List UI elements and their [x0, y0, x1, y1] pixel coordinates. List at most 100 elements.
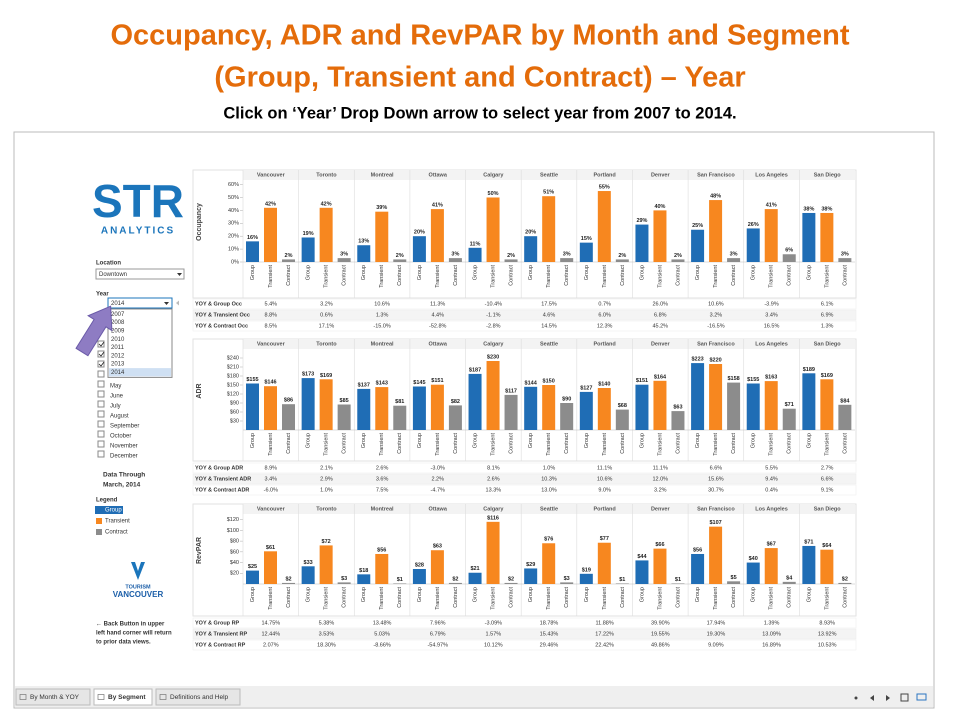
month-option: May — [110, 384, 121, 390]
checkbox[interactable] — [97, 380, 105, 388]
table-cell: 7.5% — [376, 487, 389, 493]
segment-label: Group — [584, 587, 590, 602]
city-header — [243, 170, 299, 180]
y-tick-label: 0% — [231, 259, 239, 265]
y-tick-label: $30 — [230, 418, 239, 424]
city-header — [354, 504, 410, 514]
nav-icons[interactable] — [854, 693, 927, 702]
segment-label: Contract — [675, 587, 681, 608]
value-label: 41% — [766, 203, 777, 209]
year-option[interactable]: 2013 — [111, 362, 125, 368]
value-label: $220 — [709, 357, 721, 363]
back-note: to prior data views. — [96, 640, 151, 646]
city-header — [799, 504, 855, 514]
segment-label: Transient — [379, 265, 385, 288]
tab[interactable] — [93, 688, 153, 706]
city-header — [632, 504, 689, 514]
table-cell: 14.75% — [261, 620, 280, 626]
year-option[interactable]: 2009 — [111, 328, 125, 334]
table-cell: -6.0% — [264, 487, 278, 493]
bar — [486, 521, 500, 584]
tab-label[interactable]: By Month & YOY — [30, 694, 80, 701]
table-cell: 5.4% — [265, 301, 278, 307]
segment-label: Contract — [397, 587, 403, 608]
data-through: Data Through — [103, 472, 145, 479]
year-option[interactable]: 2010 — [111, 337, 125, 343]
table-cell: 3.2% — [654, 487, 667, 493]
table-cell: -8.66% — [373, 642, 391, 648]
table-cell: 13.0% — [541, 487, 557, 493]
icon[interactable] — [916, 693, 927, 701]
table-cell: 5.38% — [319, 620, 335, 626]
year-dropdown[interactable] — [107, 297, 173, 309]
bar — [820, 549, 834, 584]
year-label: Year — [96, 292, 109, 298]
tab[interactable] — [15, 688, 91, 706]
segment-label: Transient — [769, 587, 775, 610]
checkbox[interactable] — [97, 450, 105, 458]
city-label: Los Angeles — [755, 341, 788, 347]
bar — [653, 210, 667, 262]
checkbox[interactable] — [97, 370, 105, 378]
segment-label: Group — [250, 433, 256, 448]
table-cell: 8.9% — [265, 465, 278, 471]
y-tick-label: $210 — [227, 364, 239, 370]
table-cell: 16.89% — [762, 642, 781, 648]
city-label: Toronto — [316, 341, 337, 347]
value-label: $71 — [785, 402, 794, 408]
checkbox[interactable] — [97, 420, 105, 428]
value-label: $169 — [821, 373, 833, 379]
checkbox[interactable] — [97, 430, 105, 438]
selected-option — [109, 368, 171, 377]
tab[interactable] — [155, 688, 241, 706]
bar — [375, 553, 389, 584]
bar — [597, 388, 611, 430]
table-cell: 10.3% — [541, 476, 557, 482]
city-label: Calgary — [483, 506, 504, 512]
segment-label: Group — [250, 265, 256, 280]
value-label: 40% — [654, 204, 665, 210]
segment-label: Transient — [490, 265, 496, 288]
year-option[interactable]: 2008 — [111, 320, 125, 326]
partner-name: TOURISM — [125, 584, 151, 590]
checkbox[interactable] — [97, 340, 105, 348]
segment-label: Transient — [713, 265, 719, 288]
value-label: 51% — [543, 190, 554, 196]
city-header — [465, 339, 522, 349]
tab-label[interactable]: By Segment — [108, 694, 146, 701]
tab-label[interactable]: Definitions and Help — [170, 694, 229, 701]
legend-swatch — [96, 529, 102, 535]
year-option[interactable]: 2012 — [111, 353, 125, 359]
checkbox[interactable] — [97, 390, 105, 398]
checkbox[interactable] — [97, 350, 105, 358]
segment-label: Transient — [824, 265, 830, 288]
bar — [597, 542, 611, 584]
location-dropdown[interactable] — [95, 268, 185, 280]
segment-label: Contract — [620, 587, 626, 608]
checkbox[interactable] — [97, 360, 105, 368]
month-option: August — [110, 414, 129, 420]
value-label: 29% — [636, 218, 647, 224]
value-label: $116 — [487, 515, 499, 521]
year-option[interactable]: 2014 — [111, 370, 125, 376]
legend-title: Legend — [96, 498, 118, 504]
table-cell: 13.92% — [818, 631, 837, 637]
row-label: YOY & Contract RP — [195, 642, 246, 648]
table-cell: 11.1% — [653, 465, 668, 471]
bar — [524, 386, 538, 430]
icon[interactable] — [870, 695, 874, 701]
checkbox[interactable] — [97, 440, 105, 448]
value-label: $1 — [675, 577, 681, 583]
checkbox[interactable] — [97, 400, 105, 408]
checkbox[interactable] — [97, 410, 105, 418]
bar — [579, 242, 593, 262]
icon[interactable] — [900, 693, 909, 702]
icon[interactable] — [854, 696, 858, 700]
icon[interactable] — [886, 695, 890, 701]
value-label: 3% — [340, 252, 348, 258]
value-label: 38% — [821, 206, 832, 212]
value-label: 2% — [285, 253, 293, 259]
year-option[interactable]: 2011 — [111, 345, 125, 351]
year-option[interactable]: 2007 — [111, 312, 125, 318]
segment-label: Contract — [731, 587, 737, 608]
